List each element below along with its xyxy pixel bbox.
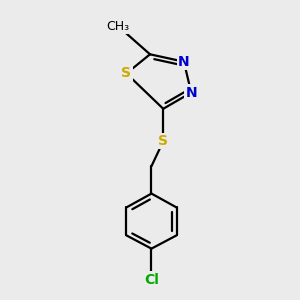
Text: Cl: Cl — [144, 273, 159, 286]
Text: S: S — [158, 134, 168, 148]
Text: N: N — [178, 55, 190, 69]
Text: N: N — [185, 85, 197, 100]
Text: CH₃: CH₃ — [106, 20, 129, 33]
Text: S: S — [122, 66, 131, 80]
